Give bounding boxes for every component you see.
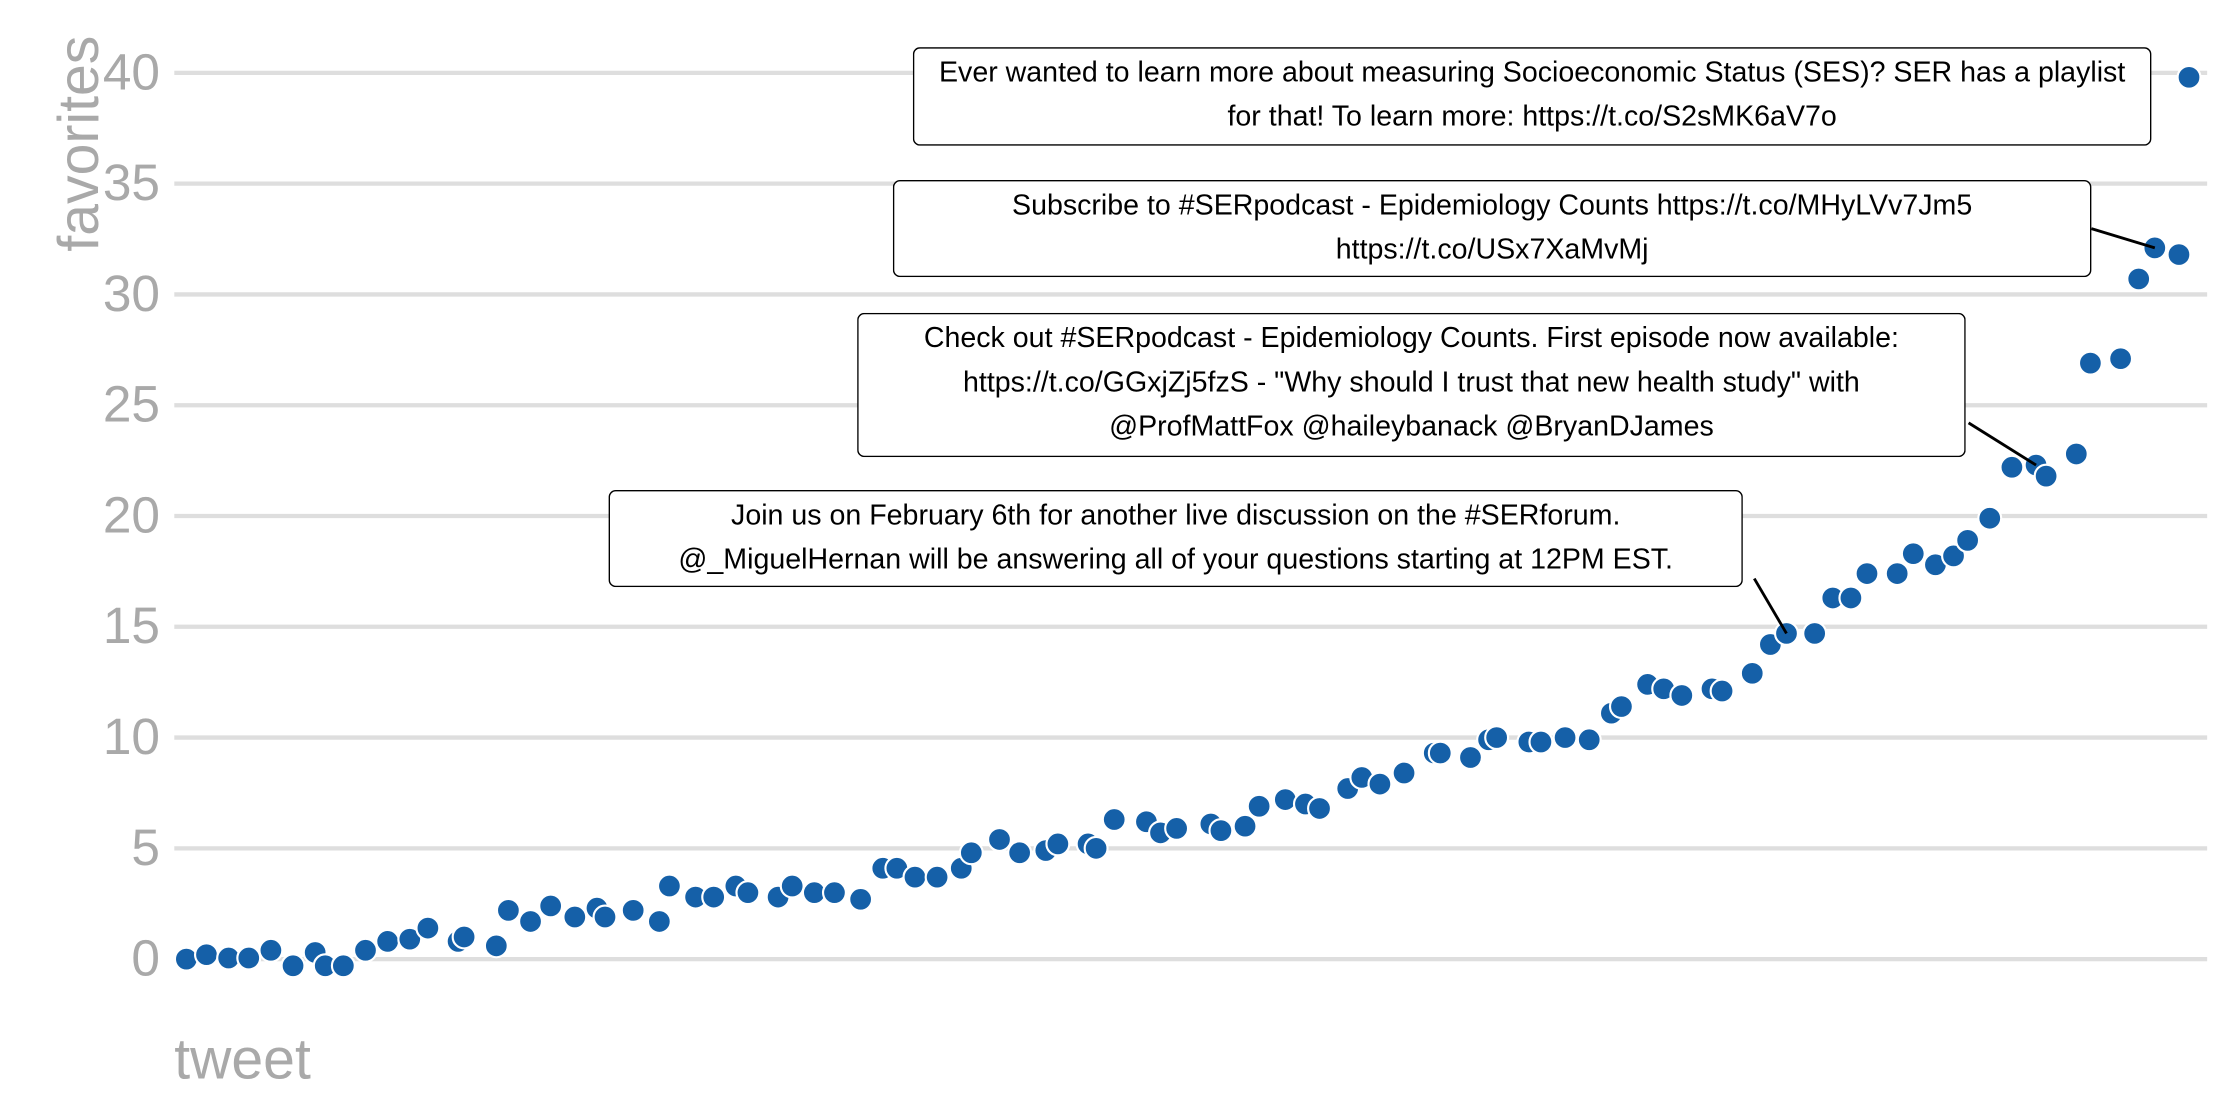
point [562, 904, 588, 930]
point [236, 945, 262, 971]
point [821, 880, 847, 906]
point [1101, 807, 1127, 833]
leaders [1753, 227, 2156, 635]
point [735, 880, 761, 906]
point [620, 897, 646, 923]
y-tick-label: 10 [103, 707, 160, 765]
y-axis-title: favorites [47, 36, 111, 252]
point [1739, 660, 1765, 686]
point [848, 886, 874, 912]
point [397, 926, 423, 952]
point [1528, 729, 1554, 755]
label-box: Ever wanted to learn more about measurin… [912, 47, 2152, 146]
point [330, 953, 356, 979]
point [701, 884, 727, 910]
leader-line [2091, 227, 2156, 250]
label-box: Subscribe to #SERpodcast - Epidemiology … [892, 180, 2092, 278]
point [646, 908, 672, 934]
point [1900, 541, 1926, 567]
point [2176, 64, 2202, 90]
point [1427, 740, 1453, 766]
point [2077, 350, 2103, 376]
point [1045, 831, 1071, 857]
point [1272, 787, 1298, 813]
point-label: Check out #SERpodcast - Epidemiology Cou… [857, 312, 1966, 458]
point [987, 826, 1013, 852]
point [592, 904, 618, 930]
point [1457, 745, 1483, 771]
point [1576, 727, 1602, 753]
x-axis-title: tweet [174, 1028, 311, 1092]
point [483, 933, 509, 959]
point [518, 908, 544, 934]
point [495, 897, 521, 923]
y-tick-label: 40 [103, 42, 160, 100]
point [258, 937, 284, 963]
point [1709, 678, 1735, 704]
point [902, 864, 928, 890]
label-box: Join us on February 6th for another live… [608, 490, 1743, 588]
y-tick-label: 25 [103, 375, 160, 433]
point [193, 942, 219, 968]
point [1977, 505, 2003, 531]
point [958, 840, 984, 866]
point [1391, 760, 1417, 786]
y-tick-label: 5 [131, 818, 160, 876]
labels: Join us on February 6th for another live… [608, 47, 2152, 588]
y-tick-label: 15 [103, 596, 160, 654]
point [1884, 561, 1910, 587]
point [415, 915, 441, 941]
point [1669, 682, 1695, 708]
points [173, 64, 2202, 979]
point-label: Join us on February 6th for another live… [608, 490, 1743, 588]
point [1999, 454, 2025, 480]
point [1941, 543, 1967, 569]
point [1007, 840, 1033, 866]
point [1773, 620, 1799, 646]
point [1484, 725, 1510, 751]
y-tick-label: 20 [103, 485, 160, 543]
y-tick-label: 0 [131, 929, 160, 987]
point [2142, 235, 2168, 261]
point [1838, 585, 1864, 611]
point [1854, 561, 1880, 587]
point [451, 924, 477, 950]
point [1802, 620, 1828, 646]
point [2126, 266, 2152, 292]
point-label: Ever wanted to learn more about measurin… [912, 47, 2152, 146]
point [280, 953, 306, 979]
y-tick-label: 35 [103, 153, 160, 211]
point [1246, 793, 1272, 819]
point [2063, 441, 2089, 467]
point [1083, 835, 1109, 861]
point [1208, 818, 1234, 844]
point [2033, 463, 2059, 489]
point [2108, 346, 2134, 372]
point [1164, 815, 1190, 841]
label-box: Check out #SERpodcast - Epidemiology Cou… [857, 312, 1966, 458]
leader-line [1967, 421, 2037, 467]
point [924, 864, 950, 890]
point [2166, 242, 2192, 268]
point-label: Subscribe to #SERpodcast - Epidemiology … [892, 180, 2092, 278]
point [173, 946, 199, 972]
point [375, 928, 401, 954]
point [538, 893, 564, 919]
point [1955, 527, 1981, 553]
point [352, 937, 378, 963]
point [656, 873, 682, 899]
point [1608, 694, 1634, 720]
point [1307, 795, 1333, 821]
leader-line [1753, 577, 1788, 635]
point [1552, 725, 1578, 751]
point [1232, 813, 1258, 839]
point [779, 873, 805, 899]
y-tick-label: 30 [103, 264, 160, 322]
point [1367, 771, 1393, 797]
